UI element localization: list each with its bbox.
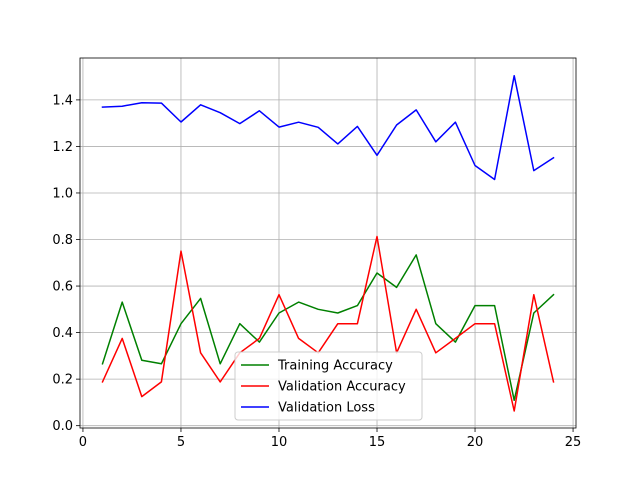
plot-frame — [79, 57, 577, 429]
x-tick-label: 5 — [177, 435, 185, 450]
y-tick-label: 0.6 — [52, 280, 73, 295]
y-tick-label: 1.4 — [52, 93, 73, 108]
y-tick-label: 1.0 — [52, 186, 73, 201]
x-axis: 0 5 10 15 20 25 — [79, 428, 582, 450]
x-tick-label: 25 — [565, 435, 582, 450]
validation-loss-line — [101, 74, 555, 181]
legend: Training Accuracy Validation Accuracy Vali… — [234, 351, 423, 421]
training-accuracy-line — [101, 254, 555, 402]
y-tick-label: 0.4 — [52, 326, 73, 341]
y-tick-label: 0.8 — [52, 233, 73, 248]
x-tick-label: 20 — [467, 435, 484, 450]
legend-box — [234, 351, 423, 421]
y-tick-label: 0.0 — [52, 419, 73, 434]
y-tick-label: 1.2 — [52, 140, 73, 155]
x-tick-label: 15 — [369, 435, 386, 450]
validation-accuracy-line — [101, 235, 555, 412]
y-tick-label: 0.2 — [52, 373, 73, 388]
x-tick-label: 0 — [79, 435, 87, 450]
legend-label-training-accuracy: Training Accuracy — [277, 359, 393, 374]
series-lines — [101, 74, 555, 412]
y-axis: 0.0 0.2 0.4 0.6 0.8 1.0 1.2 1.4 — [52, 93, 80, 434]
legend-label-validation-accuracy: Validation Accuracy — [278, 380, 406, 395]
x-tick-label: 10 — [271, 435, 288, 450]
legend-label-validation-loss: Validation Loss — [278, 401, 375, 416]
